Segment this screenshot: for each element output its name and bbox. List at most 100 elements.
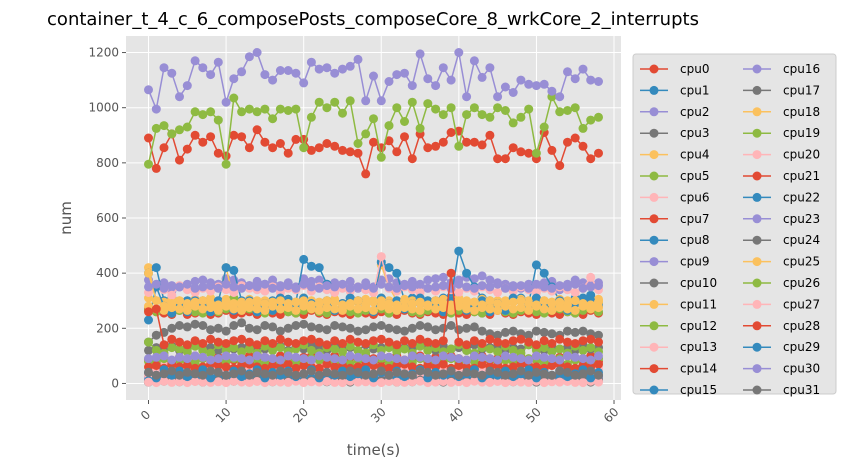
data-point — [447, 345, 456, 354]
y-axis-ticks: 020040060080010001200 — [88, 46, 126, 391]
data-point — [361, 169, 370, 178]
data-point — [330, 142, 339, 151]
legend-label: cpu7 — [680, 212, 709, 226]
data-point — [361, 354, 370, 363]
data-point — [532, 340, 541, 349]
data-point — [594, 149, 603, 158]
data-point — [214, 368, 223, 377]
data-point — [284, 378, 293, 387]
legend-label: cpu13 — [680, 340, 717, 354]
data-point — [423, 276, 432, 285]
data-point — [354, 353, 363, 362]
data-point — [354, 305, 363, 314]
data-point — [540, 353, 549, 362]
data-point — [330, 305, 339, 314]
data-point — [307, 367, 316, 376]
data-point — [222, 98, 231, 107]
data-point — [501, 302, 510, 311]
data-point — [462, 92, 471, 101]
data-point — [222, 351, 231, 360]
data-point — [439, 281, 448, 290]
data-point — [183, 280, 192, 289]
x-tick-label: 50 — [523, 405, 544, 426]
data-point — [594, 113, 603, 122]
legend-label: cpu5 — [680, 169, 709, 183]
legend-marker — [753, 107, 762, 116]
data-point — [160, 351, 169, 360]
data-point — [408, 351, 417, 360]
data-point — [416, 353, 425, 362]
data-point — [501, 83, 510, 92]
legend-label: cpu8 — [680, 233, 709, 247]
data-point — [152, 353, 161, 362]
data-point — [423, 346, 432, 355]
data-point — [299, 378, 308, 387]
data-point — [431, 105, 440, 114]
data-point — [447, 128, 456, 137]
data-point — [276, 356, 285, 365]
data-point — [354, 149, 363, 158]
data-point — [555, 281, 564, 290]
legend-marker — [753, 386, 762, 395]
data-point — [377, 321, 386, 330]
data-point — [392, 340, 401, 349]
data-point — [253, 305, 262, 314]
data-point — [276, 367, 285, 376]
data-point — [245, 143, 254, 152]
x-tick-label: 0 — [138, 408, 153, 423]
data-point — [392, 325, 401, 334]
data-point — [423, 368, 432, 377]
data-point — [431, 356, 440, 365]
data-point — [579, 354, 588, 363]
data-point — [260, 321, 269, 330]
data-point — [579, 346, 588, 355]
data-point — [485, 305, 494, 314]
data-point — [594, 371, 603, 380]
data-point — [144, 160, 153, 169]
data-point — [276, 296, 285, 305]
data-point — [268, 143, 277, 152]
data-point — [385, 282, 394, 291]
data-point — [423, 74, 432, 83]
data-point — [400, 117, 409, 126]
data-point — [276, 282, 285, 291]
data-point — [532, 302, 541, 311]
data-point — [160, 63, 169, 72]
data-point — [509, 327, 518, 336]
data-point — [408, 339, 417, 348]
data-point — [516, 378, 525, 387]
data-point — [276, 305, 285, 314]
data-point — [175, 371, 184, 380]
data-point — [260, 336, 269, 345]
data-point — [346, 284, 355, 293]
data-point — [524, 284, 533, 293]
data-point — [253, 368, 262, 377]
data-point — [532, 149, 541, 158]
data-point — [485, 63, 494, 72]
data-point — [253, 377, 262, 386]
data-point — [594, 281, 603, 290]
data-point — [160, 143, 169, 152]
data-point — [206, 70, 215, 79]
data-point — [222, 280, 231, 289]
data-point — [198, 339, 207, 348]
data-point — [346, 96, 355, 105]
data-point — [586, 305, 595, 314]
data-point — [509, 143, 518, 152]
data-point — [175, 338, 184, 347]
data-point — [315, 98, 324, 107]
data-point — [322, 340, 331, 349]
data-point — [563, 327, 572, 336]
x-tick-label: 60 — [601, 405, 622, 426]
data-point — [540, 336, 549, 345]
data-point — [206, 281, 215, 290]
data-point — [385, 305, 394, 314]
data-point — [555, 107, 564, 116]
data-point — [315, 143, 324, 152]
data-point — [579, 369, 588, 378]
data-point — [555, 367, 564, 376]
x-tick-label: 30 — [368, 405, 389, 426]
data-point — [400, 69, 409, 78]
data-point — [198, 63, 207, 72]
data-point — [470, 336, 479, 345]
